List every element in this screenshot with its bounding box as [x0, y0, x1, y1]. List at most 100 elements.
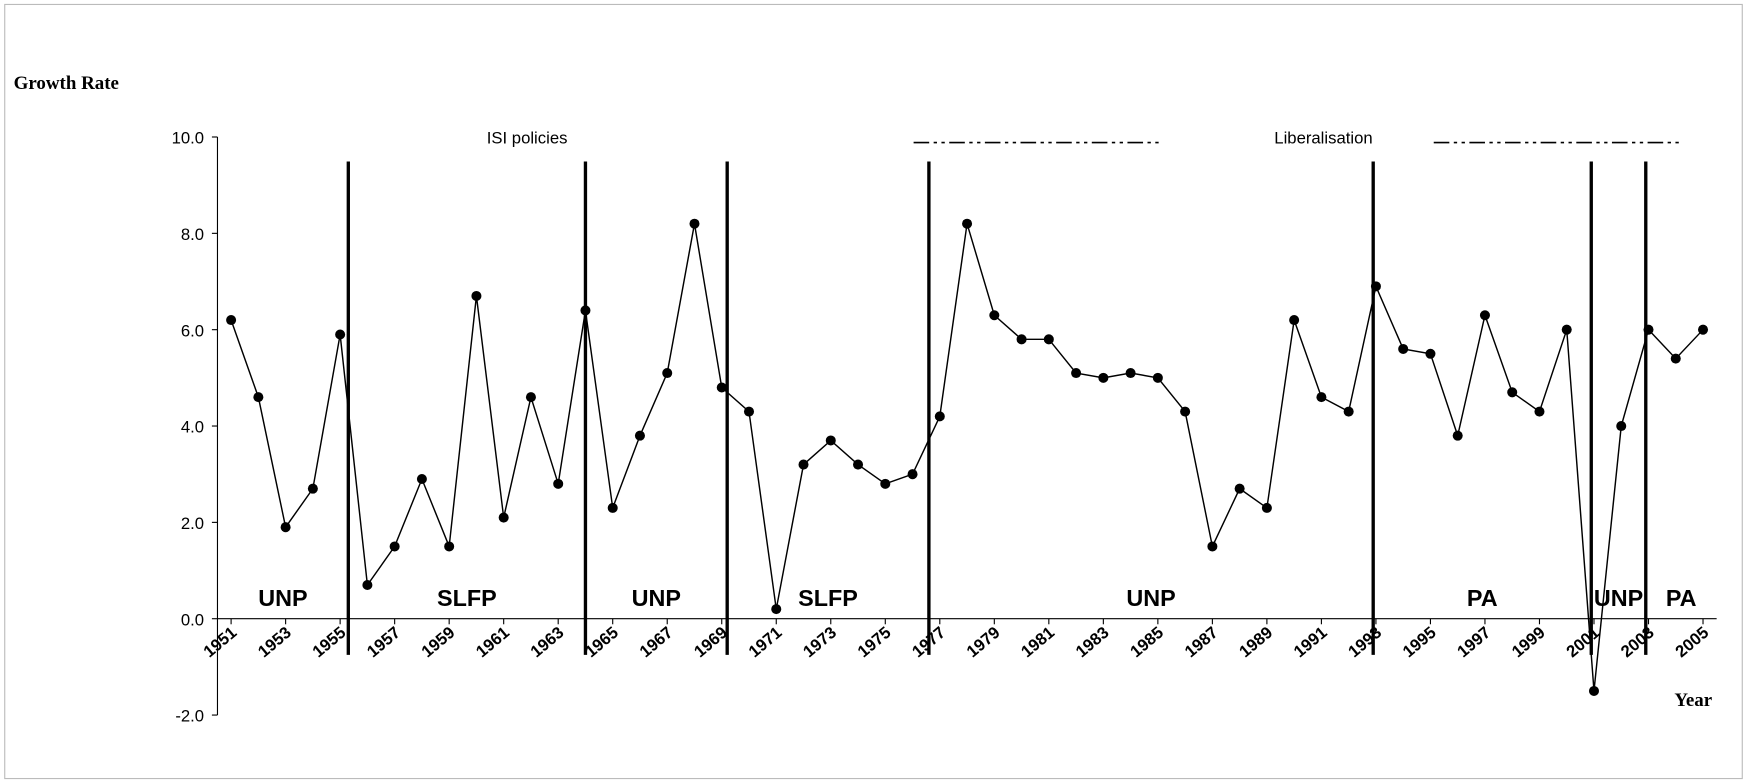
- period-label: UNP: [1594, 585, 1643, 611]
- data-point: [1016, 334, 1027, 345]
- x-tick-label: 1981: [1017, 623, 1058, 661]
- data-point: [471, 290, 482, 301]
- data-point: [1125, 368, 1136, 379]
- data-point: [1289, 315, 1300, 326]
- x-tick-label: 1957: [363, 623, 404, 661]
- x-tick-label: 1997: [1454, 623, 1495, 661]
- period-label: SLFP: [798, 585, 858, 611]
- x-tick-label: 1975: [854, 623, 895, 661]
- data-point: [1370, 281, 1381, 292]
- data-point: [1043, 334, 1054, 345]
- data-point: [880, 478, 891, 489]
- x-tick-label: 1999: [1508, 623, 1549, 661]
- data-point: [1180, 406, 1191, 417]
- data-point: [962, 218, 973, 229]
- data-point: [907, 469, 918, 480]
- frame: [4, 3, 1743, 780]
- data-point: [1561, 324, 1572, 335]
- data-point: [662, 368, 673, 379]
- data-point: [853, 459, 864, 470]
- period-label: PA: [1467, 585, 1498, 611]
- data-point: [1616, 421, 1627, 432]
- period-label: UNP: [258, 585, 307, 611]
- data-point: [1643, 324, 1654, 335]
- data-point: [934, 411, 945, 422]
- x-tick-label: 1951: [200, 623, 241, 661]
- x-tick-label: 1993: [1345, 623, 1386, 661]
- x-tick-label: 1995: [1399, 623, 1440, 661]
- data-point: [743, 406, 755, 417]
- data-point: [1452, 430, 1463, 441]
- x-tick-label: 1961: [472, 623, 513, 661]
- data-point: [798, 459, 809, 470]
- x-tick-label: 1969: [690, 623, 731, 661]
- y-tick-label: -2.0: [175, 707, 204, 726]
- period-label: SLFP: [437, 585, 497, 611]
- x-tick-label: 1959: [418, 623, 459, 661]
- data-point: [1507, 387, 1518, 398]
- y-tick-label: 6.0: [181, 321, 204, 340]
- data-point: [1071, 368, 1082, 379]
- series-line: [230, 223, 1704, 692]
- data-point: [280, 522, 291, 533]
- x-tick-label: 1971: [745, 623, 786, 661]
- data-point: [389, 541, 400, 552]
- y-axis-label: Growth Rate: [14, 73, 119, 94]
- period-label: UNP: [1126, 585, 1175, 611]
- y-tick-label: 10.0: [172, 129, 204, 148]
- period-label: UNP: [632, 585, 681, 611]
- data-point: [1316, 392, 1327, 403]
- data-point: [1207, 541, 1218, 552]
- x-tick-label: 1973: [799, 623, 840, 661]
- x-tick-label: 1965: [581, 623, 622, 661]
- x-tick-label: 1987: [1181, 623, 1222, 661]
- x-tick-label: 1953: [254, 623, 295, 661]
- data-point: [1398, 343, 1409, 354]
- y-tick-label: 8.0: [181, 225, 204, 244]
- data-point: [634, 430, 645, 441]
- x-tick-label: 1955: [309, 623, 350, 661]
- policy-label: Liberalisation: [1274, 129, 1372, 148]
- x-tick-label: 1989: [1235, 623, 1276, 661]
- data-point: [253, 392, 264, 403]
- data-point: [307, 483, 318, 494]
- x-tick-label: 2005: [1672, 623, 1713, 661]
- data-point: [416, 474, 427, 485]
- y-tick-label: 2.0: [181, 514, 204, 533]
- data-point: [525, 392, 536, 403]
- data-point: [771, 604, 782, 615]
- data-point: [689, 218, 700, 229]
- x-tick-label: 1979: [963, 623, 1004, 661]
- x-tick-label: 1967: [636, 623, 677, 661]
- data-point: [825, 435, 836, 446]
- data-point: [1534, 406, 1545, 417]
- data-point: [1425, 348, 1436, 359]
- data-point: [989, 310, 1000, 321]
- data-point: [498, 512, 509, 523]
- data-point: [226, 315, 237, 326]
- data-point: [1698, 324, 1709, 335]
- policy-label: ISI policies: [487, 129, 568, 148]
- data-point: [1152, 372, 1163, 383]
- data-point: [1479, 310, 1490, 321]
- data-point: [1234, 483, 1245, 494]
- data-point: [444, 541, 455, 552]
- data-point: [1670, 353, 1681, 364]
- data-point: [580, 305, 591, 316]
- x-tick-label: 2003: [1617, 623, 1658, 661]
- x-tick-label: 1985: [1126, 623, 1167, 661]
- data-point: [553, 478, 564, 489]
- x-axis-label: Year: [1674, 690, 1712, 711]
- x-tick-label: 1991: [1290, 623, 1331, 661]
- data-point: [607, 502, 618, 513]
- y-tick-label: 4.0: [181, 418, 204, 437]
- data-point: [1588, 685, 1599, 696]
- data-point: [716, 382, 727, 393]
- data-point: [1343, 406, 1354, 417]
- x-tick-label: 1963: [527, 623, 568, 661]
- period-label: PA: [1666, 585, 1697, 611]
- data-point: [1098, 372, 1109, 383]
- data-point: [335, 329, 346, 340]
- data-point: [1261, 502, 1272, 513]
